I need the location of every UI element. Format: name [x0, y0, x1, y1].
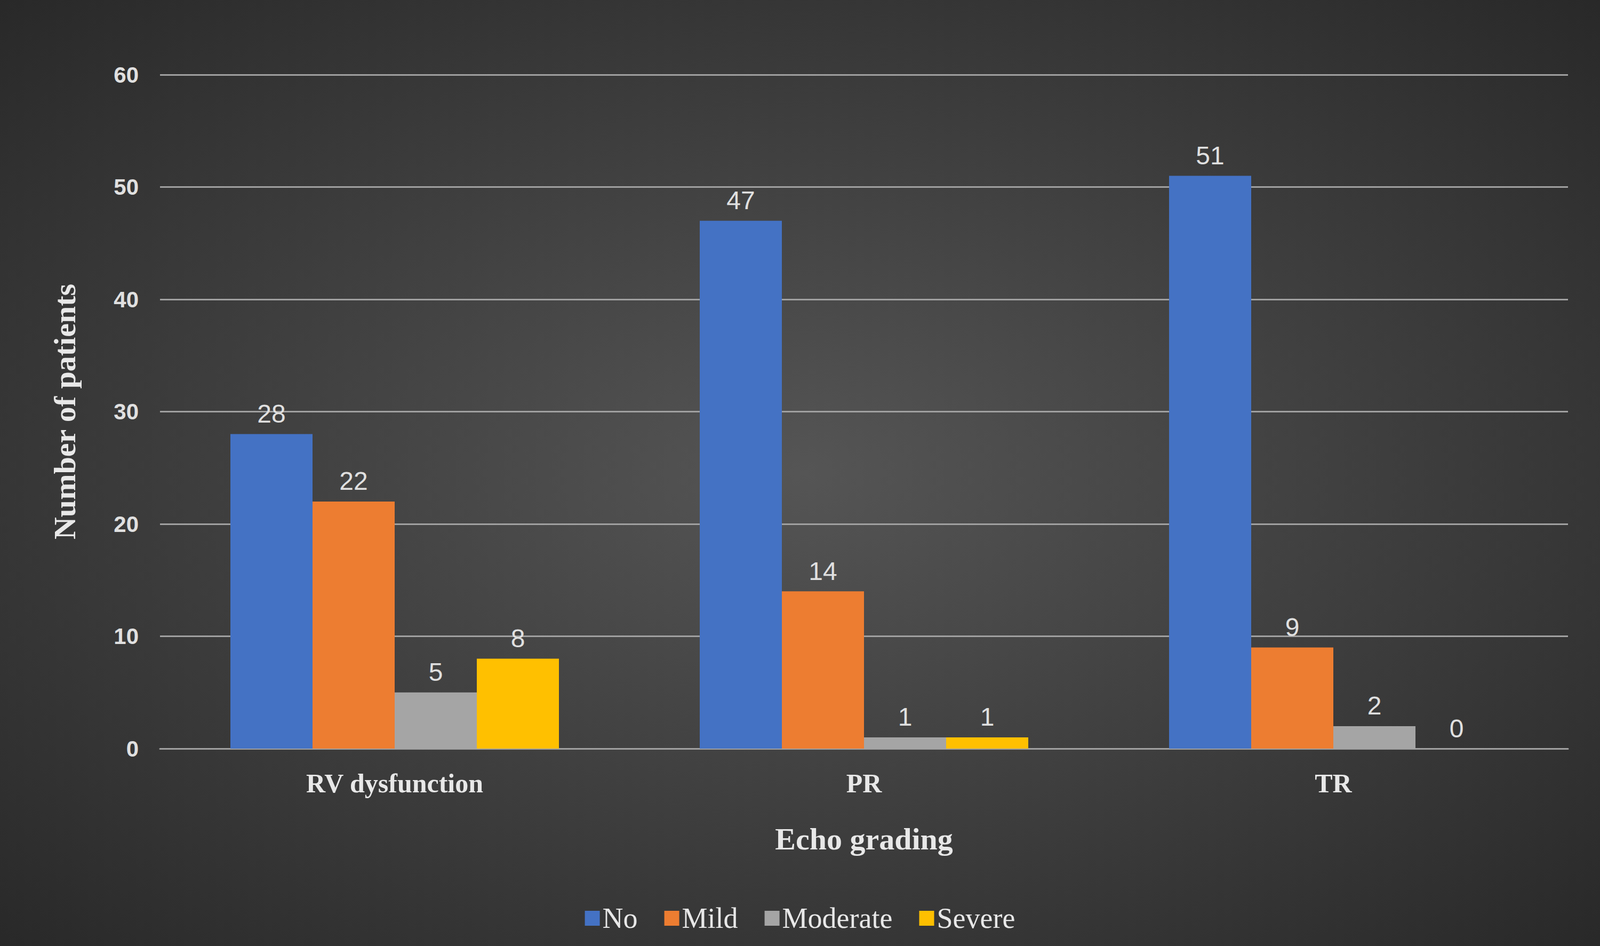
svg-text:2: 2: [1367, 691, 1382, 720]
svg-text:PR: PR: [846, 768, 883, 798]
svg-text:50: 50: [113, 174, 139, 200]
svg-text:1: 1: [898, 702, 913, 731]
svg-text:0: 0: [126, 736, 139, 762]
svg-text:8: 8: [510, 624, 526, 653]
svg-text:Moderate: Moderate: [782, 901, 893, 934]
svg-text:1: 1: [980, 702, 995, 731]
svg-text:Number of patients: Number of patients: [47, 283, 83, 540]
svg-text:10: 10: [113, 623, 139, 649]
svg-text:14: 14: [808, 556, 837, 586]
svg-text:RV dysfunction: RV dysfunction: [306, 768, 484, 798]
svg-text:47: 47: [726, 186, 755, 215]
svg-text:40: 40: [113, 286, 139, 312]
svg-text:0: 0: [1449, 714, 1464, 743]
svg-text:Mild: Mild: [682, 901, 739, 934]
svg-text:28: 28: [257, 399, 286, 428]
svg-text:20: 20: [113, 511, 139, 537]
svg-text:22: 22: [339, 466, 368, 495]
svg-text:No: No: [602, 901, 638, 934]
svg-text:5: 5: [428, 657, 444, 686]
svg-text:TR: TR: [1314, 768, 1352, 798]
svg-text:51: 51: [1195, 141, 1224, 170]
svg-text:Severe: Severe: [937, 901, 1016, 934]
svg-text:60: 60: [113, 62, 139, 88]
svg-text:Echo grading: Echo grading: [774, 821, 954, 856]
svg-text:9: 9: [1285, 612, 1300, 642]
svg-text:30: 30: [113, 398, 139, 424]
